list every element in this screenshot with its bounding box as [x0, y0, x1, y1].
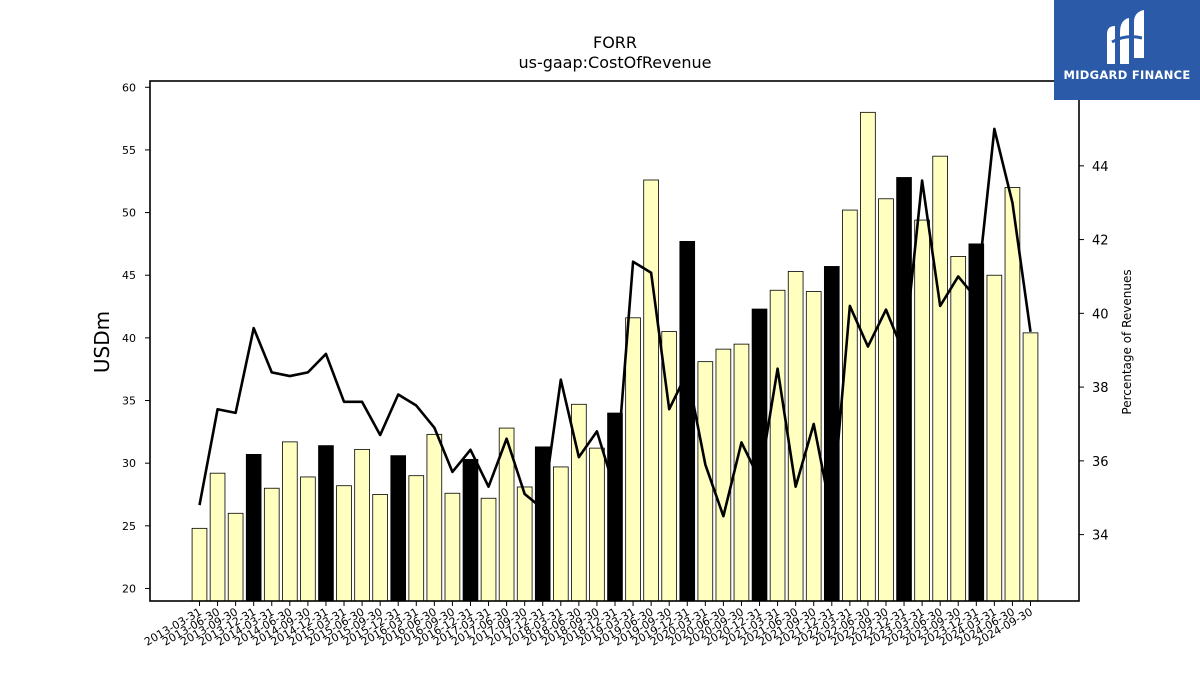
chart-subtitle: us-gaap:CostOfRevenue — [518, 53, 711, 72]
logo-mark-icon — [1107, 10, 1144, 64]
bar — [896, 177, 912, 602]
bars-group — [191, 111, 1039, 602]
chart-title: FORR — [593, 33, 637, 52]
y-axis-right: 34 36 38 40 42 44 — [1079, 160, 1109, 544]
bar — [950, 256, 967, 602]
y2-tick-label: 34 — [1092, 529, 1109, 544]
y-tick-label: 60 — [122, 81, 136, 94]
y-axis-label: USDm — [90, 311, 114, 373]
bar — [516, 486, 533, 602]
bar — [191, 527, 208, 602]
bar — [390, 455, 407, 602]
y-tick-label: 35 — [122, 395, 136, 408]
y2-tick-label: 42 — [1092, 234, 1109, 249]
bar — [589, 447, 605, 602]
y2-tick-label: 44 — [1092, 160, 1109, 175]
bar — [932, 155, 948, 602]
logo-text: MIDGARD FINANCE — [1063, 68, 1191, 82]
line-group — [198, 127, 1032, 518]
x-axis: 2013-03-312013-06-302013-09-302013-12-31… — [142, 601, 1035, 649]
bar — [842, 209, 858, 602]
bar — [914, 219, 930, 602]
bar — [625, 317, 641, 602]
bar — [245, 453, 262, 602]
bar — [354, 448, 370, 602]
bar — [823, 266, 840, 602]
bar — [878, 198, 894, 602]
bar — [643, 179, 659, 602]
y-tick-label: 50 — [122, 207, 136, 220]
midgard-finance-logo: MIDGARD FINANCE — [1054, 0, 1200, 100]
bar — [860, 111, 876, 602]
y2-tick-label: 36 — [1092, 455, 1109, 470]
bar — [336, 485, 352, 602]
bar — [372, 494, 388, 602]
bar — [263, 487, 280, 602]
bar — [444, 492, 461, 602]
y2-axis-label: Percentage of Revenues — [1120, 269, 1134, 414]
bar — [426, 433, 443, 602]
bar — [1004, 187, 1021, 602]
bar — [462, 459, 479, 602]
bar — [769, 289, 786, 602]
bar — [209, 472, 226, 602]
y-tick-label: 40 — [122, 332, 136, 345]
bar — [679, 240, 696, 602]
y2-tick-label: 40 — [1092, 307, 1109, 322]
bar — [1022, 332, 1039, 602]
bar — [733, 343, 750, 602]
y-tick-label: 20 — [122, 582, 136, 595]
y2-tick-label: 38 — [1092, 381, 1109, 396]
bar — [318, 445, 334, 602]
bar — [282, 441, 298, 602]
bar — [715, 348, 732, 602]
y-tick-label: 55 — [122, 144, 136, 157]
y-tick-label: 25 — [122, 520, 136, 533]
bar — [787, 271, 804, 602]
percentage-line — [198, 127, 1032, 518]
y-tick-label: 30 — [122, 457, 136, 470]
y-axis-left: 20 25 30 35 40 45 50 55 60 — [122, 81, 150, 595]
bar — [553, 466, 569, 602]
bar — [227, 512, 244, 602]
y-tick-label: 45 — [122, 269, 136, 282]
bar — [408, 475, 425, 602]
bar — [480, 497, 497, 602]
bar — [986, 274, 1003, 602]
bar — [300, 476, 316, 602]
